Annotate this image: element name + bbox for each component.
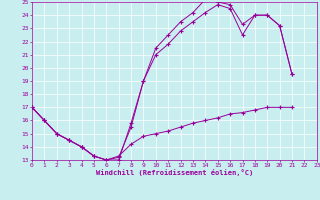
X-axis label: Windchill (Refroidissement éolien,°C): Windchill (Refroidissement éolien,°C) xyxy=(96,169,253,176)
